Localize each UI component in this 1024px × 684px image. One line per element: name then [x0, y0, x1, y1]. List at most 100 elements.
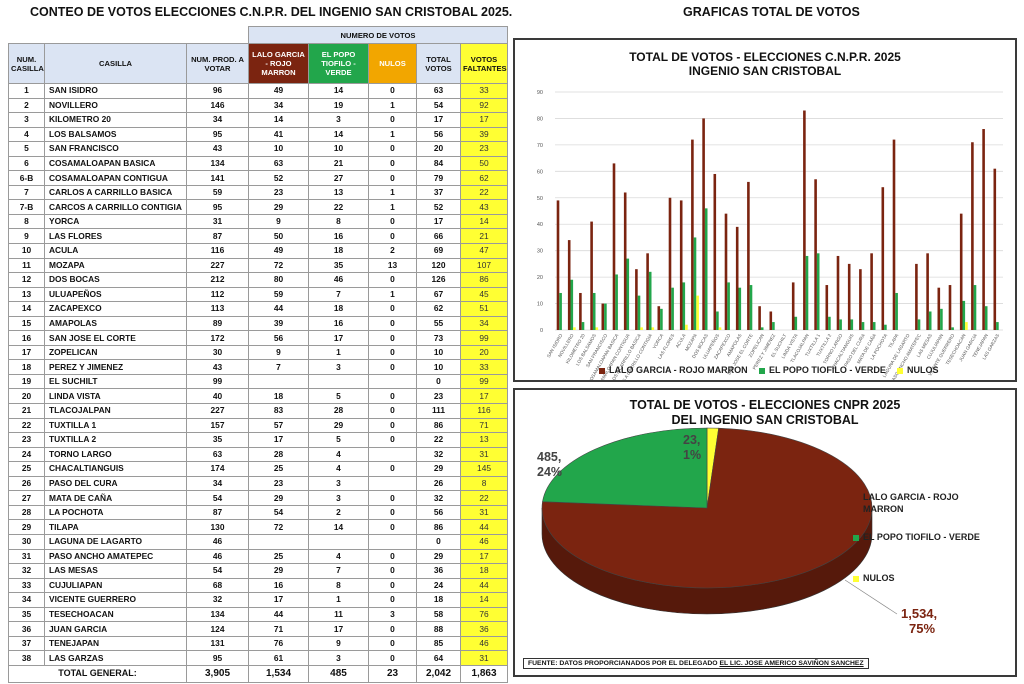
- cell-faltantes: 145: [459, 461, 509, 477]
- cell-popo: 16: [308, 228, 369, 245]
- table-row: 18 PEREZ Y JIMENEZ 43 7 3 0 10 33: [8, 359, 509, 375]
- cell-lalo: 34: [248, 97, 309, 114]
- cell-total: 67: [416, 286, 461, 303]
- cell-total: 66: [416, 228, 461, 245]
- cell-num: 4: [8, 126, 45, 143]
- table-row: 12 DOS BOCAS 212 80 46 0 126 86: [8, 272, 509, 288]
- cell-casilla: TILAPA: [44, 519, 187, 535]
- table-row: 19 EL SUCHILT 99 0 99: [8, 373, 509, 390]
- cell-faltantes: 20: [459, 344, 509, 361]
- bar-popo: [727, 282, 730, 330]
- bar-popo: [839, 319, 842, 330]
- cell-casilla: VICENTE GUERRERO: [44, 592, 187, 608]
- y-tick-label: 30: [537, 249, 543, 255]
- cell-faltantes: 22: [459, 184, 509, 201]
- cell-casilla: COSAMALOAPAN CONTIGUA: [44, 170, 187, 186]
- bar-lalo: [612, 163, 616, 330]
- cell-num: 35: [8, 606, 45, 623]
- cell-popo: 11: [308, 606, 369, 623]
- header-total-votos: TOTAL VOTOS: [416, 43, 461, 84]
- bar-lalo: [937, 287, 941, 330]
- table-row: 10 ACULA 116 49 18 2 69 47: [8, 243, 509, 259]
- cell-nulos: 0: [368, 548, 417, 565]
- cell-prod: 34: [186, 475, 249, 492]
- table-row: 22 TUXTILLA 1 157 57 29 0 86 71: [8, 417, 509, 434]
- pie-label-popo-pct: 24%: [537, 465, 563, 479]
- cell-lalo: 44: [248, 606, 309, 623]
- cell-num: 11: [8, 257, 45, 274]
- bar-lalo: [971, 142, 974, 330]
- bar-popo: [772, 322, 775, 330]
- cell-popo: 14: [308, 126, 369, 143]
- cell-nulos: 0: [368, 650, 417, 666]
- bar-chart-title-line2: INGENIO SAN CRISTOBAL: [688, 64, 842, 78]
- cell-lalo: 57: [248, 417, 309, 434]
- cell-nulos: 0: [368, 301, 417, 317]
- cell-popo: 10: [308, 141, 369, 157]
- table-row: 6 COSAMALOAPAN BASICA 134 63 21 0 84 50: [8, 155, 509, 172]
- cell-nulos: 0: [368, 403, 417, 419]
- cell-popo: 17: [308, 330, 369, 346]
- bar-legend-popo: EL POPO TIOFILO - VERDE: [759, 365, 886, 375]
- cell-casilla: TLACOJALPAN: [44, 403, 187, 419]
- cell-lalo: 44: [248, 301, 309, 317]
- bar-lalo: [982, 129, 985, 330]
- cell-faltantes: 22: [459, 490, 509, 506]
- cell-prod: 87: [186, 228, 249, 245]
- pie-chart-title: TOTAL DE VOTOS - ELECCIONES CNPR 2025 DE…: [515, 398, 1015, 428]
- cell-prod: 89: [186, 315, 249, 332]
- cell-lalo: 83: [248, 403, 309, 419]
- cell-faltantes: 51: [459, 301, 509, 317]
- cell-prod: 212: [186, 272, 249, 288]
- cell-total: 24: [416, 577, 461, 594]
- cell-faltantes: 46: [459, 635, 509, 652]
- cell-faltantes: 17: [459, 388, 509, 405]
- cell-total: 62: [416, 301, 461, 317]
- bar-popo: [973, 285, 977, 330]
- legend-swatch-nulos: [897, 367, 903, 374]
- cell-casilla: ZOPELICAN: [44, 344, 187, 361]
- bar-popo: [738, 287, 742, 330]
- cell-faltantes: 99: [459, 330, 509, 346]
- cell-casilla: MATA DE CAÑA: [44, 490, 187, 506]
- table-row: 16 SAN JOSE EL CORTE 172 56 17 0 73 99: [8, 330, 509, 346]
- cell-popo: 4: [308, 446, 369, 463]
- cell-num: 12: [8, 272, 45, 288]
- cell-total: 37: [416, 184, 461, 201]
- cell-total: 73: [416, 330, 461, 346]
- pie-label-lalo-pct: 75%: [909, 621, 936, 636]
- bar-lalo: [747, 181, 750, 330]
- cell-popo: 29: [308, 417, 369, 434]
- bar-popo: [693, 237, 697, 330]
- bar-popo: [940, 308, 943, 330]
- cell-num: 17: [8, 344, 45, 361]
- cell-prod: 95: [186, 126, 249, 143]
- cell-faltantes: 23: [459, 141, 509, 157]
- y-tick-label: 60: [537, 169, 543, 175]
- cell-faltantes: 86: [459, 272, 509, 288]
- header-num-prod: NUM. PROD. A VOTAR: [186, 43, 249, 84]
- bar-lalo: [758, 306, 761, 330]
- cell-casilla: LAS MESAS: [44, 563, 187, 579]
- cell-faltantes: 31: [459, 650, 509, 666]
- pie-chart-panel: TOTAL DE VOTOS - ELECCIONES CNPR 2025 DE…: [513, 388, 1017, 677]
- bar-popo: [704, 208, 708, 330]
- cell-popo: 9: [308, 635, 369, 652]
- pie-legend-swatch-lalo: [853, 494, 859, 500]
- cell-popo: 5: [308, 388, 369, 405]
- cell-popo: 5: [308, 432, 369, 448]
- bar-popo: [660, 308, 663, 330]
- cell-casilla: LAS FLORES: [44, 228, 187, 245]
- bar-popo: [962, 300, 966, 330]
- cell-nulos: 13: [368, 257, 417, 274]
- cell-nulos: 0: [368, 432, 417, 448]
- cell-total: 10: [416, 359, 461, 375]
- cell-total: 56: [416, 504, 461, 521]
- cell-faltantes: 107: [459, 257, 509, 274]
- cell-nulos: [368, 446, 417, 463]
- total-votos: 2,042: [416, 664, 461, 683]
- pie-chart-title-line1: TOTAL DE VOTOS - ELECCIONES CNPR 2025: [629, 398, 901, 412]
- cell-nulos: 0: [368, 112, 417, 128]
- cell-num: 2: [8, 97, 45, 114]
- cell-casilla: ULUAPEÑOS: [44, 286, 187, 303]
